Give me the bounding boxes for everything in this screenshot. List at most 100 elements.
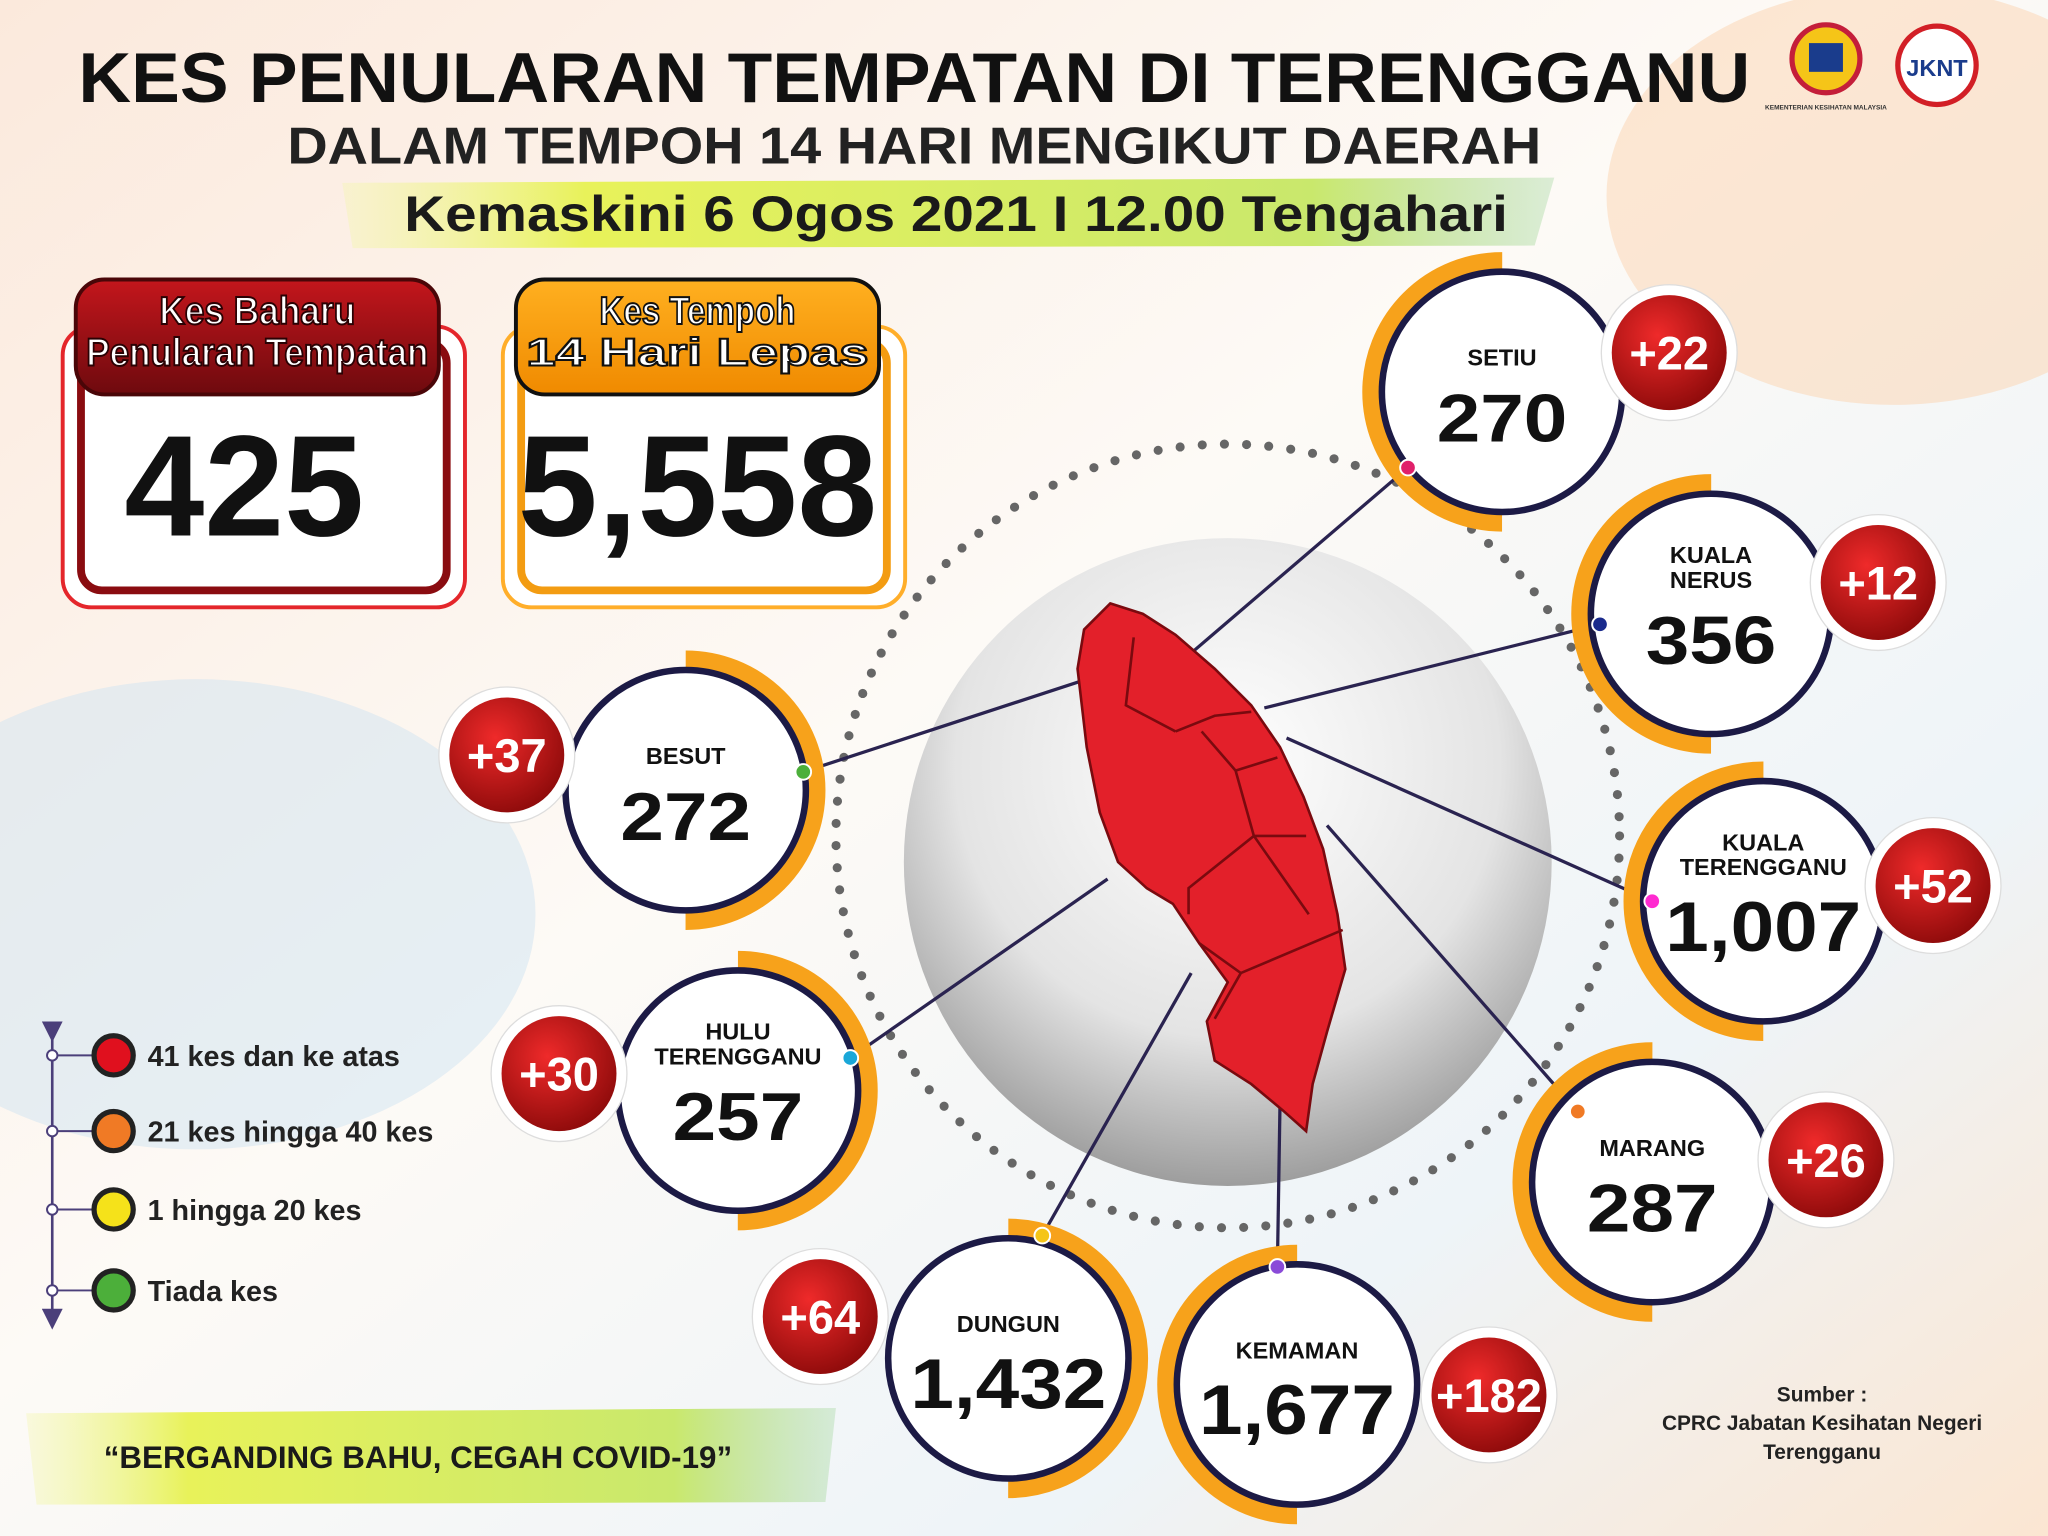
badge [449,697,565,813]
badge [501,1016,617,1132]
district: +26 MARANG 287 [1512,1042,1895,1322]
badge [1820,525,1936,640]
district-new: +26 [1786,1134,1866,1187]
ring-orange [1362,252,1642,532]
district-name: DUNGUN [957,1311,1060,1337]
legend-swatch [91,1268,136,1313]
district-name: KEMAMAN [1236,1337,1359,1363]
badge [1768,1102,1884,1218]
legend-label: Tiada kes [148,1276,278,1308]
source-text: CPRC Jabatan Kesihatan Negeri [1662,1412,1982,1435]
district-new: +12 [1838,557,1918,610]
district-new: +30 [519,1048,599,1101]
leader-dot [794,763,813,781]
legend-swatch [91,1033,136,1078]
leader-dot [1033,1226,1052,1245]
ring-orange [1571,474,1851,754]
district: +182 KEMAMAN 1,677 [1157,1244,1558,1525]
badge [762,1259,878,1375]
logo-jknt: JKNT [1895,23,1979,108]
legend-swatch [91,1108,136,1154]
district-total: 272 [620,780,751,855]
district-total: 1,677 [1199,1370,1395,1449]
district-new: +182 [1436,1369,1542,1422]
district-new: +37 [467,729,547,782]
summary-14 [500,277,908,610]
leader-line [1190,466,1410,655]
legend-label: 1 hingga 20 kes [148,1195,362,1227]
legend-tick [46,1284,59,1297]
district-total: 270 [1437,381,1568,456]
district-total: 287 [1587,1172,1718,1247]
district-total: 257 [673,1080,804,1155]
district-name: NERUS [1670,567,1752,593]
ring-orange [868,1218,1149,1499]
ring [884,1234,1132,1482]
legend-tick [46,1124,59,1138]
logo2-text: JKNT [1906,55,1968,81]
leader-line [1263,622,1601,710]
watercolor [0,679,536,1150]
district-name: SETIU [1467,345,1536,371]
dotted-ring [831,439,1625,1233]
summary-value: 5,558 [518,407,878,567]
district-name: TERENGGANU [654,1043,821,1069]
district-name: MARANG [1599,1135,1705,1161]
leader-dot [1268,1258,1287,1276]
leader-dot [1568,1102,1587,1121]
summary-value: 425 [124,407,364,567]
district: +64 DUNGUN 1,432 [751,1218,1149,1499]
map-borders [1124,637,1344,1020]
source-text: Terengganu [1763,1441,1881,1464]
leader-dot [841,1049,860,1067]
slogan: “BERGANDING BAHU, CEGAH COVID-19” [104,1440,732,1475]
badge [1431,1337,1547,1453]
leader-dot [1399,458,1417,477]
update-banner [342,177,1555,249]
subtitle: DALAM TEMPOH 14 HARI MENGIKUT DAERAH [287,117,1541,175]
summary-label: Kes Baharu [159,290,355,333]
leader-dot [1591,615,1609,634]
leader-line [1040,972,1193,1237]
leader-dot [1643,892,1662,911]
ring-orange [1623,761,1904,1041]
ring-orange [598,950,878,1231]
title: KES PENULARAN TEMPATAN DI TERENGGANU [78,38,1750,117]
legend-swatch [91,1187,136,1232]
map-terengganu [1076,601,1347,1134]
source-text: Sumber : [1777,1383,1867,1406]
district-new: +64 [780,1291,860,1344]
district-new: +52 [1893,860,1973,913]
ring-orange [1512,1042,1792,1322]
district: +22 SETIU 270 [1362,252,1738,532]
district-name: KUALA [1670,542,1752,568]
leader-line [849,877,1109,1060]
legend-label: 41 kes dan ke atas [148,1041,400,1073]
district-name: TERENGGANU [1680,854,1847,880]
district-total: 356 [1646,604,1777,679]
slogan-banner [26,1408,836,1505]
ring-orange [1157,1244,1437,1525]
district-name: KUALA [1722,829,1804,855]
district-name: BESUT [646,743,726,769]
legend-tick [46,1049,59,1062]
leader-line [1285,736,1653,903]
logo-kkm: KEMENTERIAN KESIHATAN MALAYSIA [1765,22,1887,112]
logo-text: KEMENTERIAN KESIHATAN MALAYSIA [1765,105,1887,112]
summary-label: Kes Tempoh [600,290,796,333]
leader-line [1325,824,1580,1113]
leader-line [1275,1103,1282,1267]
leader-line [802,680,1080,774]
district-new: +22 [1629,327,1709,380]
summary-label: 14 Hari Lepas [526,332,868,375]
district-total: 1,007 [1665,887,1861,966]
summary-new [60,277,467,610]
badge [1875,828,1991,944]
badge [1611,295,1727,411]
district: +37 BESUT 272 [438,650,826,930]
district-name: HULU [705,1019,770,1045]
